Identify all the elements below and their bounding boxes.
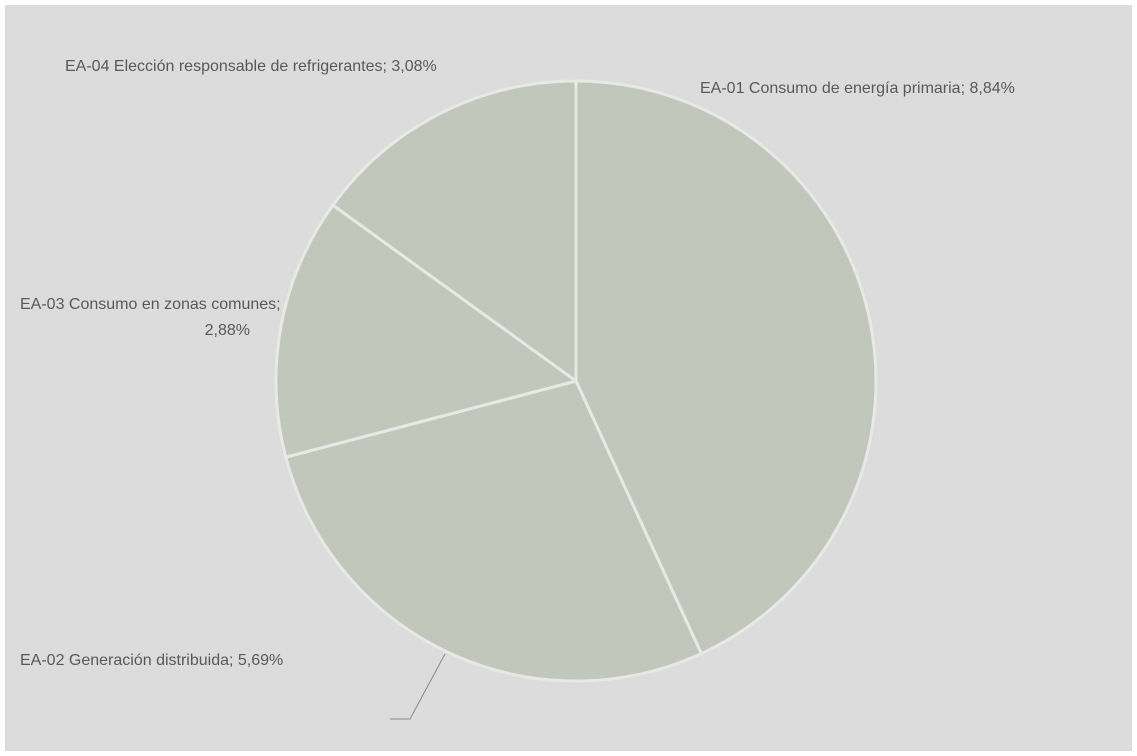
- leader-lines-group: [390, 653, 446, 720]
- pie-chart: EA-01 Consumo de energía primaria; 8,84%…: [5, 5, 1132, 751]
- slice-label-1-line-1: EA-01 Consumo de energía primaria; 8,84%: [700, 80, 1015, 97]
- pie-slice-2: [284, 379, 703, 683]
- slice-label-3-line-2: 2,88%: [205, 322, 250, 339]
- slice-label-2: EA-02 Generación distribuida; 5,69%: [20, 652, 283, 669]
- slice-label-3: EA-03 Consumo en zonas comunes; 2,88%: [20, 296, 281, 339]
- slices-group: [274, 79, 878, 683]
- labels-group: EA-01 Consumo de energía primaria; 8,84%…: [20, 58, 1015, 669]
- pie-slice-4: [331, 79, 578, 383]
- slice-label-4: EA-04 Elección responsable de refrigeran…: [65, 58, 437, 75]
- slice-label-4-line-1: EA-04 Elección responsable de refrigeran…: [65, 58, 437, 75]
- pie-slice-1: [574, 79, 878, 656]
- slice-label-2-line-1: EA-02 Generación distribuida; 5,69%: [20, 652, 283, 669]
- slice-label-3-line-1: EA-03 Consumo en zonas comunes;: [20, 296, 281, 313]
- slice-label-1: EA-01 Consumo de energía primaria; 8,84%: [700, 80, 1015, 97]
- chart-area: EA-01 Consumo de energía primaria; 8,84%…: [5, 5, 1132, 751]
- leader-line-2: [390, 653, 446, 720]
- pie-slice-3: [274, 203, 578, 459]
